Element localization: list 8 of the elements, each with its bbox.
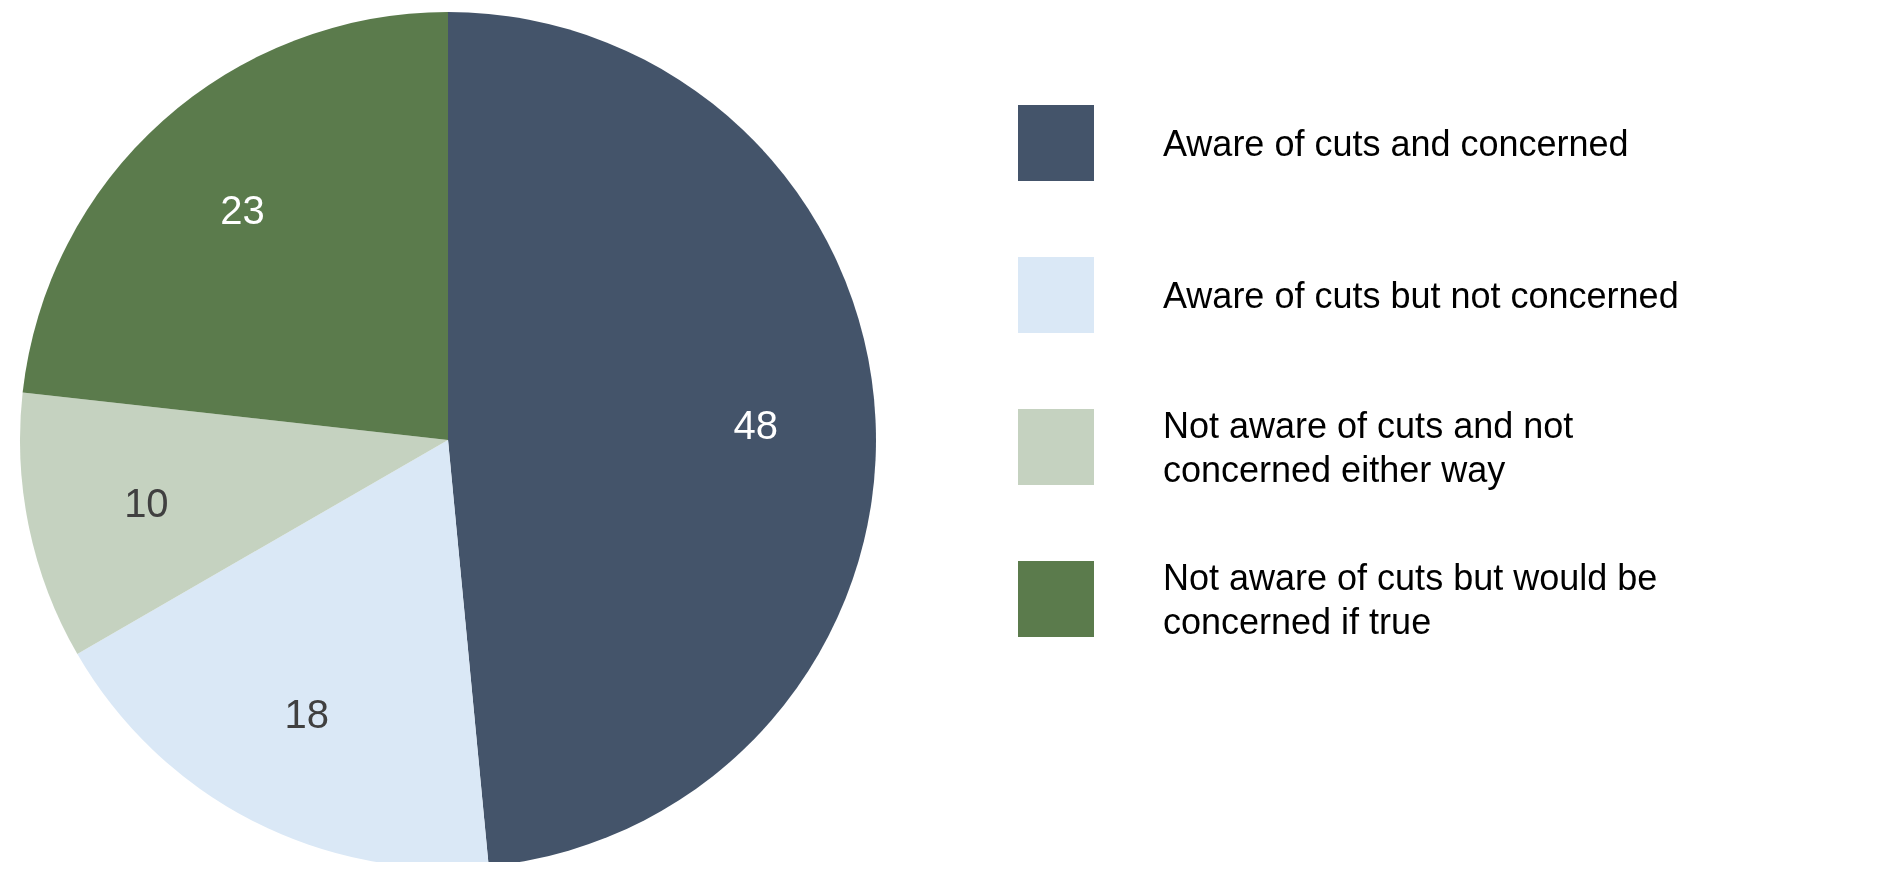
data-label: 23 [220, 188, 265, 233]
data-label: 48 [733, 403, 779, 448]
data-label: 10 [124, 481, 169, 526]
legend-label: Not aware of cuts and not concerned either way [1163, 404, 1574, 490]
legend-label: Aware of cuts but not concerned [1163, 274, 1679, 316]
legend-label: Aware of cuts and concerned [1163, 122, 1629, 164]
data-label: 18 [284, 691, 330, 736]
legend-label: Not aware of cuts but would be concerned if true [1163, 556, 1658, 642]
